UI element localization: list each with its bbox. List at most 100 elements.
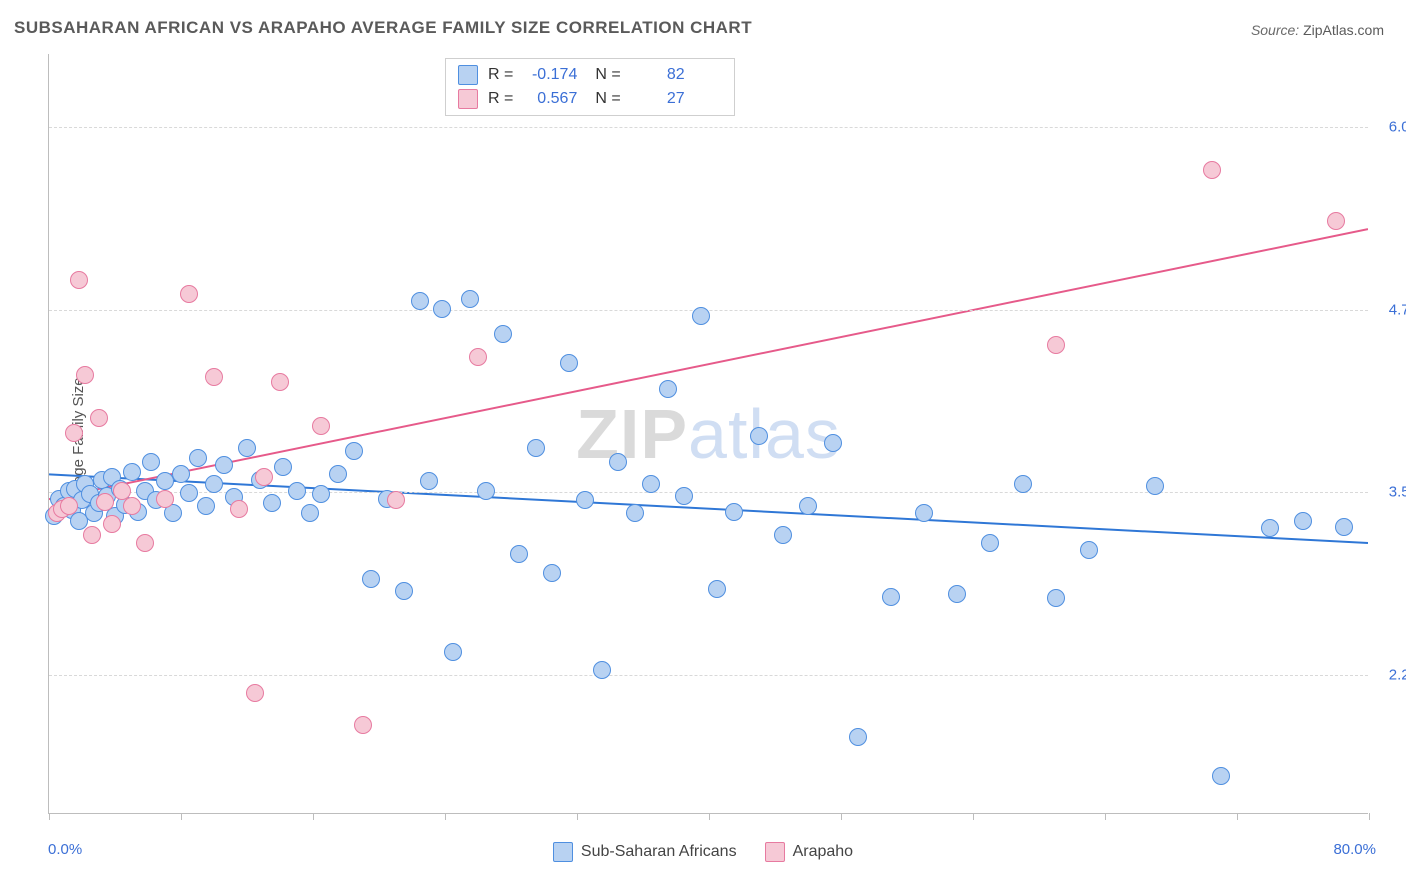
scatter-point-arapaho	[90, 409, 108, 427]
y-tick-label: 4.75	[1376, 301, 1406, 318]
scatter-point-ssa	[433, 300, 451, 318]
x-tick-mark	[709, 813, 710, 820]
scatter-point-ssa	[180, 484, 198, 502]
scatter-point-ssa	[411, 292, 429, 310]
x-tick-mark	[577, 813, 578, 820]
scatter-point-ssa	[774, 526, 792, 544]
x-tick-mark	[1105, 813, 1106, 820]
trend-line-arapaho	[49, 229, 1368, 499]
source-attribution: Source: ZipAtlas.com	[1251, 22, 1384, 38]
y-tick-label: 6.00	[1376, 119, 1406, 136]
chart-container: SUBSAHARAN AFRICAN VS ARAPAHO AVERAGE FA…	[0, 0, 1406, 892]
scatter-point-arapaho	[65, 424, 83, 442]
scatter-point-ssa	[156, 472, 174, 490]
scatter-point-arapaho	[136, 534, 154, 552]
scatter-point-ssa	[981, 534, 999, 552]
scatter-point-ssa	[1080, 541, 1098, 559]
scatter-point-ssa	[1294, 512, 1312, 530]
scatter-point-ssa	[1146, 477, 1164, 495]
scatter-point-ssa	[824, 434, 842, 452]
scatter-point-ssa	[849, 728, 867, 746]
r-value: 0.567	[523, 90, 577, 108]
r-label: R =	[488, 90, 513, 108]
x-tick-mark	[841, 813, 842, 820]
scatter-point-ssa	[172, 465, 190, 483]
scatter-point-ssa	[1335, 518, 1353, 536]
legend-swatch-icon	[458, 65, 478, 85]
scatter-point-ssa	[477, 482, 495, 500]
scatter-point-ssa	[197, 497, 215, 515]
scatter-point-ssa	[420, 472, 438, 490]
correlation-stats-box: R = -0.174N = 82R = 0.567N = 27	[445, 58, 735, 116]
scatter-point-arapaho	[103, 515, 121, 533]
scatter-point-ssa	[329, 465, 347, 483]
scatter-point-ssa	[238, 439, 256, 457]
x-tick-mark	[1237, 813, 1238, 820]
scatter-point-ssa	[142, 453, 160, 471]
scatter-point-ssa	[593, 661, 611, 679]
x-tick-mark	[1369, 813, 1370, 820]
scatter-point-arapaho	[83, 526, 101, 544]
scatter-point-ssa	[288, 482, 306, 500]
x-tick-mark	[973, 813, 974, 820]
scatter-point-ssa	[215, 456, 233, 474]
scatter-point-ssa	[626, 504, 644, 522]
n-value: 27	[631, 90, 685, 108]
watermark-part1: ZIP	[576, 395, 688, 473]
scatter-point-ssa	[948, 585, 966, 603]
scatter-point-arapaho	[246, 684, 264, 702]
grid-line	[49, 127, 1368, 128]
x-tick-mark	[49, 813, 50, 820]
scatter-point-ssa	[301, 504, 319, 522]
scatter-point-arapaho	[230, 500, 248, 518]
scatter-point-ssa	[395, 582, 413, 600]
y-tick-label: 2.25	[1376, 667, 1406, 684]
scatter-point-ssa	[659, 380, 677, 398]
scatter-point-arapaho	[387, 491, 405, 509]
scatter-point-arapaho	[354, 716, 372, 734]
scatter-point-arapaho	[1047, 336, 1065, 354]
stats-row-arapaho: R = 0.567 N = 27	[446, 87, 734, 111]
scatter-point-ssa	[274, 458, 292, 476]
scatter-point-ssa	[461, 290, 479, 308]
scatter-point-arapaho	[271, 373, 289, 391]
trend-lines-layer	[49, 54, 1368, 813]
scatter-point-ssa	[263, 494, 281, 512]
scatter-point-ssa	[692, 307, 710, 325]
scatter-point-ssa	[799, 497, 817, 515]
scatter-point-arapaho	[469, 348, 487, 366]
n-value: 82	[631, 66, 685, 84]
n-label: N =	[595, 90, 620, 108]
source-name: ZipAtlas.com	[1303, 22, 1384, 38]
x-tick-mark	[181, 813, 182, 820]
scatter-point-ssa	[312, 485, 330, 503]
scatter-point-ssa	[675, 487, 693, 505]
scatter-point-ssa	[1014, 475, 1032, 493]
scatter-point-arapaho	[1327, 212, 1345, 230]
scatter-point-ssa	[642, 475, 660, 493]
legend-label: Arapaho	[793, 843, 854, 861]
scatter-point-ssa	[510, 545, 528, 563]
source-prefix: Source:	[1251, 22, 1303, 38]
x-tick-mark	[313, 813, 314, 820]
scatter-point-ssa	[725, 503, 743, 521]
scatter-point-arapaho	[76, 366, 94, 384]
r-label: R =	[488, 66, 513, 84]
scatter-point-arapaho	[255, 468, 273, 486]
legend-label: Sub-Saharan Africans	[581, 843, 737, 861]
scatter-point-ssa	[882, 588, 900, 606]
scatter-point-arapaho	[70, 271, 88, 289]
scatter-point-arapaho	[60, 497, 78, 515]
scatter-point-ssa	[560, 354, 578, 372]
chart-title: SUBSAHARAN AFRICAN VS ARAPAHO AVERAGE FA…	[14, 18, 752, 38]
scatter-point-ssa	[494, 325, 512, 343]
scatter-point-ssa	[189, 449, 207, 467]
scatter-point-ssa	[345, 442, 363, 460]
legend-swatch-icon	[458, 89, 478, 109]
scatter-point-arapaho	[205, 368, 223, 386]
scatter-point-arapaho	[180, 285, 198, 303]
scatter-point-ssa	[576, 491, 594, 509]
grid-line	[49, 492, 1368, 493]
x-tick-mark	[445, 813, 446, 820]
scatter-point-arapaho	[1203, 161, 1221, 179]
